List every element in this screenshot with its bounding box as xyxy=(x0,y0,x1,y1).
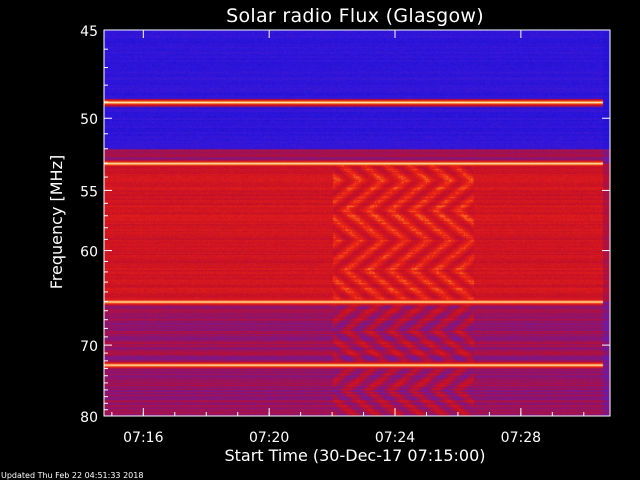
y-tick-label: 70 xyxy=(80,339,98,355)
y-tick-label: 45 xyxy=(80,24,98,40)
x-tick-label: 07:20 xyxy=(249,430,289,446)
updated-timestamp: Updated Thu Feb 22 04:51:33 2018 xyxy=(1,471,143,480)
y-axis-label: Frequency [MHz] xyxy=(47,155,66,289)
y-tick-label: 55 xyxy=(80,184,98,200)
y-tick-label: 60 xyxy=(80,245,98,261)
x-tick-label: 07:24 xyxy=(375,430,415,446)
y-axis: 45 50 55 60 70 80 xyxy=(80,24,610,426)
chart-title: Solar radio Flux (Glasgow) xyxy=(226,5,484,27)
y-tick-label: 80 xyxy=(80,410,98,426)
x-tick-label: 07:16 xyxy=(123,430,163,446)
x-axis: 07:16 07:20 07:24 07:28 xyxy=(111,30,585,446)
x-tick-label: 07:28 xyxy=(501,430,541,446)
plot-frame xyxy=(103,29,611,417)
spectrogram-image xyxy=(104,30,610,416)
y-tick-label: 50 xyxy=(80,112,98,128)
spectrogram-plot xyxy=(103,29,611,417)
x-axis-label: Start Time (30-Dec-17 07:15:00) xyxy=(224,446,485,465)
